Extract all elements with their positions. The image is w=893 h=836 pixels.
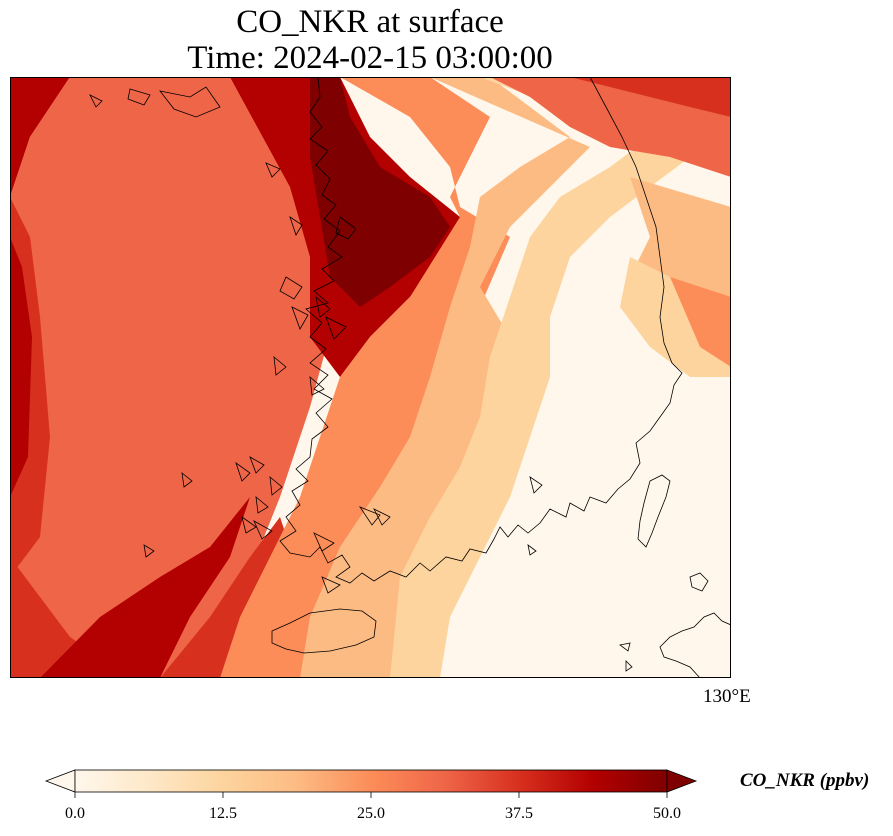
field-band xyxy=(670,277,731,367)
field-band xyxy=(570,77,731,117)
concentration-map xyxy=(10,77,731,678)
field-band xyxy=(160,517,290,678)
colorbar-tick-label: 25.0 xyxy=(357,805,385,822)
map-title-time: Time: 2024-02-15 03:00:00 xyxy=(187,40,553,76)
colorbar-tick-label: 0.0 xyxy=(65,805,85,822)
map-title-variable: CO_NKR at surface xyxy=(236,4,504,40)
field-band xyxy=(310,77,450,307)
field-band xyxy=(10,77,70,197)
colorbar-extend-max xyxy=(666,769,698,793)
map-panel[interactable] xyxy=(10,77,731,678)
colorbar-tick-label: 50.0 xyxy=(653,805,681,822)
field-band xyxy=(300,77,590,678)
field-band xyxy=(10,557,130,678)
field-band xyxy=(220,77,510,678)
colorbar-tick-label: 37.5 xyxy=(505,805,533,822)
colorbar-bar xyxy=(74,769,668,793)
colorbar-tick-marks xyxy=(74,792,668,798)
colorbar xyxy=(44,769,698,798)
field-band xyxy=(10,237,32,497)
colorbar-tick-label: 12.5 xyxy=(209,805,237,822)
coastline xyxy=(89,77,731,678)
field-band xyxy=(10,77,350,678)
field-band xyxy=(390,77,690,678)
field-band xyxy=(620,257,731,377)
field-band xyxy=(40,497,250,678)
map-border xyxy=(10,77,731,678)
colorbar-extend-min xyxy=(44,769,76,793)
lon-tick-label-130e: 130°E xyxy=(703,686,751,707)
colorbar-label: CO_NKR (ppbv) xyxy=(740,770,870,791)
